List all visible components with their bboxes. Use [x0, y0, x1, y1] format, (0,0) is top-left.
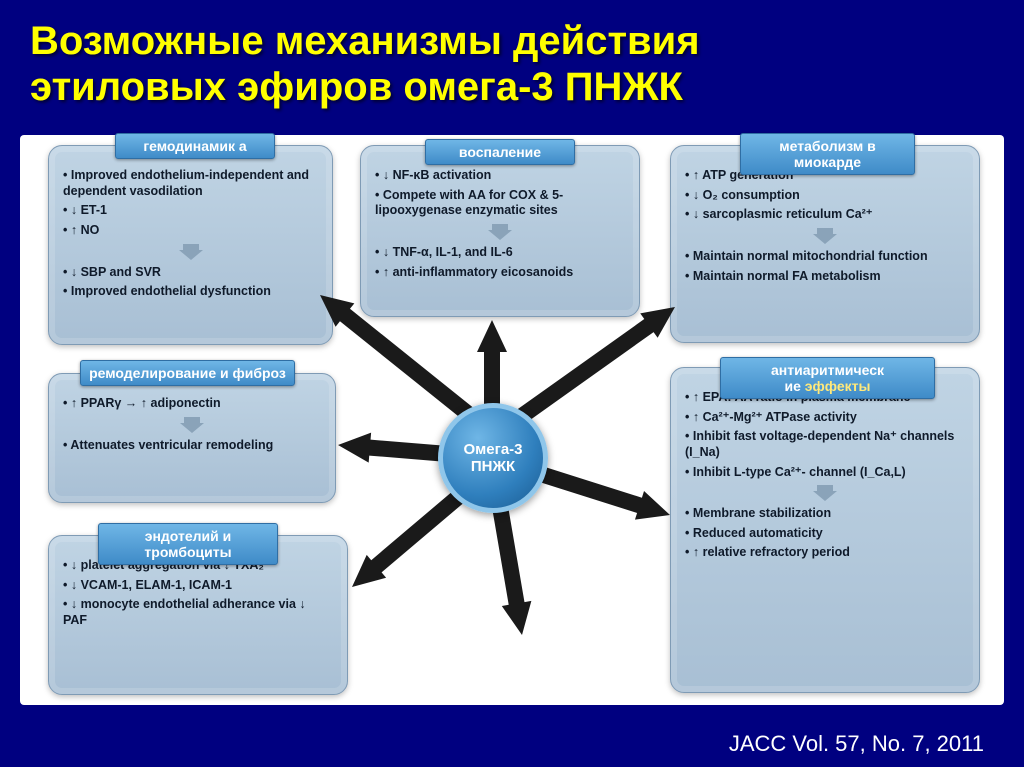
center-node: Омега-3 ПНЖК [438, 403, 548, 513]
page-title: Возможные механизмы действия этиловых эф… [0, 0, 1024, 120]
diagram-canvas: Improved endothelium-independent and dep… [20, 135, 1004, 705]
title-line-1: Возможные механизмы действия [30, 19, 700, 63]
title-line-2: этиловых эфиров омега-3 ПНЖК [30, 65, 683, 109]
citation: JACC Vol. 57, No. 7, 2011 [729, 731, 984, 757]
